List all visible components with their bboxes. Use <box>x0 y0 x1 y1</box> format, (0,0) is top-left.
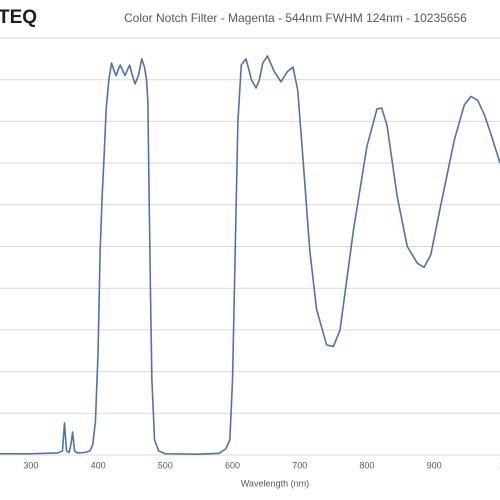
chart-title: Color Notch Filter - Magenta - 544nm FWH… <box>124 11 467 25</box>
grid <box>0 37 500 456</box>
x-tick-label: 900 <box>427 460 442 470</box>
x-tick-label: 800 <box>359 460 374 470</box>
x-tick-label: 400 <box>91 460 106 470</box>
x-axis-title: Wavelength (nm) <box>241 478 309 488</box>
plot-area <box>0 55 500 455</box>
x-tick-label: 700 <box>292 460 307 470</box>
x-tick-label: 1 <box>499 460 500 470</box>
labels: 300 400 500 600 700 800 900 1 <box>23 460 500 470</box>
x-tick-label: 500 <box>158 460 173 470</box>
line-series <box>0 55 500 455</box>
x-tick-label: 600 <box>225 460 240 470</box>
x-tick-label: 300 <box>23 460 38 470</box>
logo: TEQ <box>0 7 37 28</box>
